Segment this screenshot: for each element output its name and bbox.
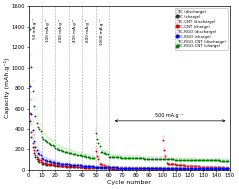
Legend: TC (discharge), TC (charge), TC-CNT (discharge), TC-CNT (charge), TC-RGO (discha: TC (discharge), TC (charge), TC-CNT (dis… xyxy=(174,8,228,50)
Y-axis label: Capacity (mAh.g⁻¹): Capacity (mAh.g⁻¹) xyxy=(4,58,10,118)
Text: 1000 mA.g⁻¹: 1000 mA.g⁻¹ xyxy=(100,19,104,45)
Text: 400 mA.g⁻¹: 400 mA.g⁻¹ xyxy=(73,19,77,42)
Text: 800 mA.g⁻¹: 800 mA.g⁻¹ xyxy=(86,19,90,42)
X-axis label: Cycle number: Cycle number xyxy=(107,180,151,185)
Text: 500 mA.g⁻¹: 500 mA.g⁻¹ xyxy=(155,113,184,118)
Text: 200 mA.g⁻¹: 200 mA.g⁻¹ xyxy=(60,19,63,42)
Text: 50 mA.g⁻¹: 50 mA.g⁻¹ xyxy=(33,19,37,40)
Text: 100 mA.g⁻¹: 100 mA.g⁻¹ xyxy=(46,19,50,42)
